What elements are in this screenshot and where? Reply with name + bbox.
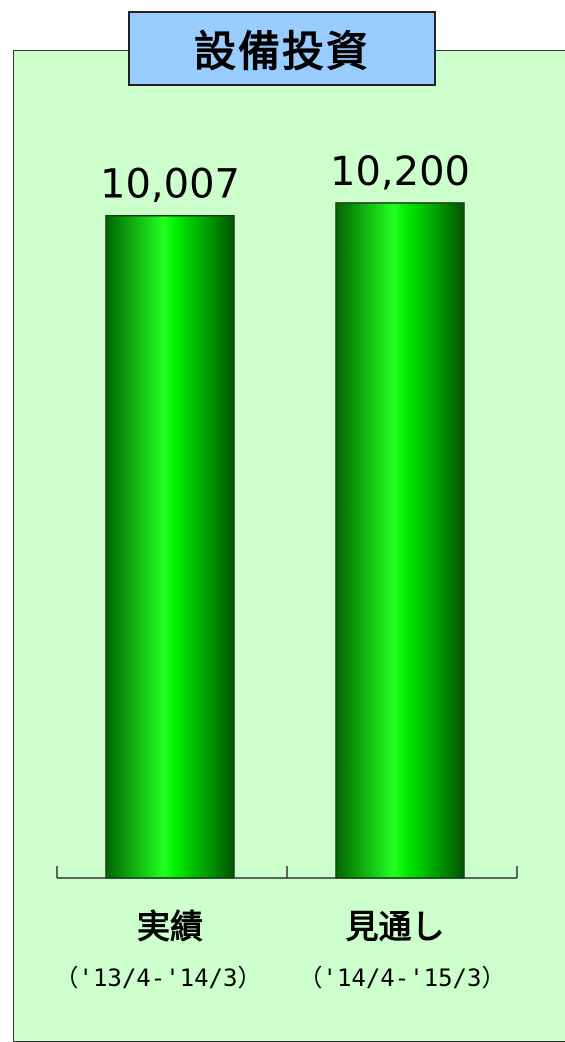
- category-label-forecast: 見通し: [345, 907, 445, 946]
- category-label-actual: 実績: [137, 907, 203, 946]
- chart-panel: [13, 50, 565, 1042]
- category-period-actual: （'13/4-'14/3）: [54, 964, 262, 992]
- bar-0: [105, 214, 235, 879]
- value-label-0: 10,007: [100, 162, 240, 208]
- value-label-1: 10,200: [330, 149, 470, 195]
- bar-1: [335, 202, 465, 879]
- chart-title: 設備投資: [128, 11, 436, 86]
- category-period-forecast: （'14/4-'15/3）: [298, 964, 506, 992]
